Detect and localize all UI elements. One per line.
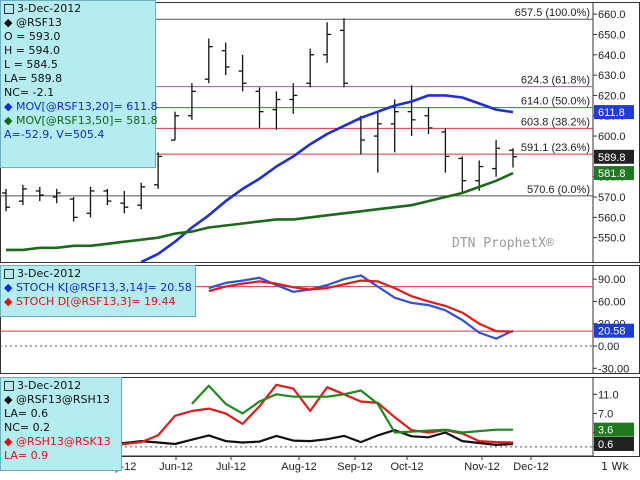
fib-level-label: 614.0 (50.0%) (521, 96, 590, 108)
x-tick-label: Jul-12 (216, 461, 246, 473)
y-tick-label: 640.0 (598, 50, 626, 62)
fib-level-label: 570.6 (0.0%) (527, 184, 590, 196)
y-tick-label: 570.0 (598, 192, 626, 204)
stoch-d-label: STOCH D[@RSF13,3]= 19.44 (15, 295, 176, 308)
y-tick-label: 60.00 (598, 296, 626, 308)
last-value-label: 3.6 (598, 425, 613, 437)
spread1-net-change: NC= 0.2 (4, 421, 51, 434)
price-panel: 550.0560.0570.0580.0590.0600.0610.0620.0… (0, 2, 640, 264)
y-tick-label: 560.0 (598, 212, 626, 224)
panel1-net-change: NC= -2.1 (4, 86, 55, 99)
y-tick-label: 630.0 (598, 70, 626, 82)
last-value-tag (594, 105, 634, 120)
panel2-date: 3-Dec-2012 (17, 267, 82, 280)
x-tick-label: Jun-12 (159, 461, 193, 473)
y-tick-label: 90.00 (598, 274, 626, 286)
spread1-last: LA= 0.6 (4, 407, 49, 420)
panel1-low: L = 584.5 (4, 58, 58, 71)
last-value-label: 0.6 (598, 439, 613, 451)
series-line (140, 94, 514, 264)
stoch-k-label: STOCH K[@RSF13,3,14]= 20.58 (15, 281, 192, 294)
panel-toggle-icon[interactable] (4, 269, 14, 279)
x-tick-label: Dec-12 (513, 461, 548, 473)
last-value-tag (594, 422, 634, 437)
panel1-mov20: MOV[@RSF13,20]= 611.8 (15, 100, 158, 113)
y-tick-label: 7.0 (598, 408, 613, 420)
y-tick-label: 600.0 (598, 131, 626, 143)
panel1-mov50: MOV[@RSF13,50]= 581.8 (15, 114, 158, 127)
panel1-symbol: @RSF13 (15, 16, 62, 29)
panel1-open: O = 593.0 (4, 30, 61, 43)
interval-label: 1 Wk (601, 460, 629, 473)
panel1-av: A=-52.9, V=505.4 (4, 128, 105, 141)
last-value-tag (594, 166, 634, 181)
panel3-date: 3-Dec-2012 (17, 379, 82, 392)
last-value-label: 611.8 (598, 107, 625, 119)
y-tick-label: -30.00 (598, 363, 629, 375)
y-tick-label: 11.0 (598, 389, 619, 401)
series-line (208, 274, 514, 340)
last-value-label: 589.8 (598, 152, 626, 164)
last-value-label: 20.58 (598, 326, 626, 338)
x-tick-label: Sep-12 (337, 461, 372, 473)
last-value-label: 581.8 (598, 168, 626, 180)
panel-toggle-icon[interactable] (4, 4, 14, 14)
fib-level-label: 603.8 (38.2%) (521, 116, 590, 128)
y-tick-label: 550.0 (598, 233, 626, 245)
panel1-last: LA= 589.8 (4, 72, 63, 85)
y-tick-label: 660.0 (598, 9, 626, 21)
y-tick-label: 650.0 (598, 29, 626, 41)
panel-toggle-icon[interactable] (4, 381, 14, 391)
y-tick-label: 0.00 (598, 341, 619, 353)
watermark: DTN ProphetX® (452, 236, 554, 251)
series-line (191, 384, 513, 434)
panel1-high: H = 594.0 (4, 44, 60, 57)
series-line (6, 171, 514, 252)
fib-level-label: 591.1 (23.6%) (521, 142, 590, 154)
last-value-tag (594, 323, 634, 338)
spread1-label: @RSF13@RSH13 (15, 393, 110, 406)
x-tick-label: Oct-12 (390, 461, 423, 473)
panel1-date: 3-Dec-2012 (17, 2, 82, 15)
fib-level-label: 657.5 (100.0%) (515, 7, 590, 19)
x-tick-label: Nov-12 (464, 461, 499, 473)
price-info-box: 3-Dec-2012 ◆ @RSF13 O = 593.0 H = 594.0 … (0, 0, 158, 168)
spread-info-box: 3-Dec-2012 ◆ @RSF13@RSH13 LA= 0.6 NC= 0.… (0, 377, 122, 471)
y-tick-label: 620.0 (598, 90, 626, 102)
last-value-tag (594, 149, 634, 164)
spread2-last: LA= 0.9 (4, 449, 49, 462)
series-line (208, 279, 514, 333)
spread2-label: @RSH13@RSK13 (15, 435, 111, 448)
fib-level-label: 624.3 (61.8%) (521, 75, 590, 87)
stoch-info-box: 3-Dec-2012 ◆ STOCH K[@RSF13,3,14]= 20.58… (0, 265, 196, 317)
last-value-tag (594, 436, 634, 451)
x-tick-label: Aug-12 (281, 461, 316, 473)
